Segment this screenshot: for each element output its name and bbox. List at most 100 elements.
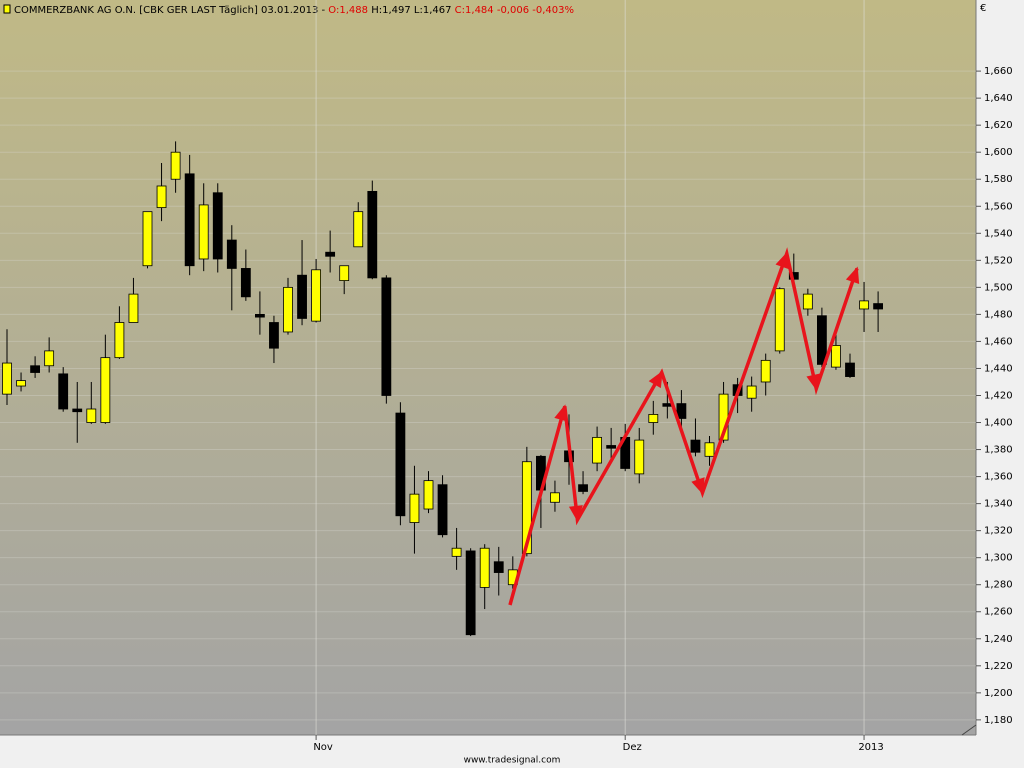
candle-body — [521, 461, 532, 555]
axis-area — [976, 0, 1024, 768]
candle-body — [254, 313, 265, 318]
candle-body — [746, 385, 757, 399]
candle-body — [704, 442, 715, 457]
footer: www.tradesignal.com — [464, 756, 561, 766]
corner-mark — [961, 724, 977, 736]
candle-body — [774, 288, 785, 352]
candle-body — [226, 239, 237, 269]
y-tick-label: 1,360 — [984, 472, 1013, 483]
y-tick-label: 1,500 — [984, 282, 1013, 293]
candle-body — [72, 408, 83, 413]
title-part: L:1,467 — [414, 5, 452, 16]
candle-body — [606, 445, 617, 449]
candle-body — [184, 173, 195, 267]
candle-body — [662, 403, 673, 407]
candle-body — [114, 322, 125, 359]
candle-body — [283, 286, 293, 333]
candle-body — [269, 322, 279, 349]
candle-body — [212, 192, 223, 260]
annotation-line — [508, 247, 859, 606]
arrow-head — [845, 266, 860, 284]
y-tick-label: 1,640 — [984, 93, 1013, 104]
candle-body — [395, 412, 406, 517]
candle-body — [648, 414, 659, 423]
candle-body — [451, 547, 462, 557]
y-tick-label: 1,460 — [984, 336, 1013, 347]
candle-body — [170, 151, 181, 180]
candle-body — [325, 251, 336, 257]
title: COMMERZBANK AG O.N. [CBK GER LAST Täglic… — [3, 4, 574, 16]
candle-body — [2, 362, 12, 395]
candle-body — [297, 274, 307, 319]
y-unit: € — [980, 3, 986, 14]
candle-body — [873, 303, 883, 310]
x-tick-label: Nov — [313, 742, 333, 753]
title-part: H:1,497 — [371, 5, 411, 16]
candle-body — [493, 561, 504, 573]
y-tick-label: 1,580 — [984, 174, 1013, 185]
candle-body — [845, 362, 855, 377]
candle-body — [16, 380, 26, 387]
candle-body — [859, 300, 869, 310]
candle-body — [423, 480, 434, 510]
candle-body — [592, 436, 602, 464]
arrow-head — [554, 404, 568, 422]
candle-body — [409, 493, 420, 523]
candle-body — [479, 547, 490, 588]
title-icon — [3, 4, 11, 14]
candle-body — [760, 359, 771, 383]
y-tick-label: 1,600 — [984, 147, 1013, 158]
arrow-head — [806, 373, 821, 391]
candle-body — [339, 265, 350, 282]
arrow-head — [648, 370, 663, 389]
candle-body — [198, 204, 209, 260]
arrow-head — [691, 477, 705, 495]
candle-body — [690, 439, 701, 453]
y-tick-label: 1,320 — [984, 526, 1013, 537]
candle-body — [831, 345, 841, 368]
arrow-head — [568, 505, 583, 522]
y-tick-label: 1,200 — [984, 688, 1013, 699]
title-text: COMMERZBANK AG O.N. [CBK GER LAST Täglic… — [14, 5, 574, 16]
candle-body — [30, 365, 41, 373]
y-tick-label: 1,620 — [984, 120, 1013, 131]
candle-body — [367, 190, 378, 279]
candle-body — [100, 357, 111, 423]
y-tick-label: 1,260 — [984, 607, 1013, 618]
candle-body — [128, 293, 139, 323]
y-tick-label: 1,660 — [984, 66, 1013, 77]
candle-body — [142, 211, 153, 267]
candle-body — [578, 484, 588, 492]
candle-body — [817, 315, 827, 365]
candle-body — [156, 185, 167, 209]
candle-body — [86, 408, 97, 423]
y-tick-label: 1,540 — [984, 228, 1013, 239]
candle-body — [437, 484, 448, 536]
y-tick-label: 1,420 — [984, 390, 1013, 401]
candle-body — [802, 293, 813, 310]
candle-body — [381, 277, 392, 396]
candle-body — [550, 492, 560, 503]
y-tick-label: 1,480 — [984, 309, 1013, 320]
candle-body — [353, 211, 364, 248]
candle-body — [240, 268, 251, 298]
x-tick-label: 2013 — [858, 742, 883, 753]
arrow-head — [775, 251, 789, 270]
y-tick-label: 1,520 — [984, 255, 1013, 266]
x-axis-area — [0, 735, 976, 768]
y-tick-label: 1,280 — [984, 580, 1013, 591]
title-part: COMMERZBANK AG O.N. [CBK GER LAST Täglic… — [14, 5, 325, 16]
y-tick-label: 1,240 — [984, 634, 1013, 645]
y-tick-label: 1,300 — [984, 553, 1013, 564]
y-tick-label: 1,340 — [984, 499, 1013, 510]
candle-body — [634, 439, 645, 475]
y-tick-label: 1,180 — [984, 715, 1013, 726]
y-tick-label: 1,380 — [984, 445, 1013, 456]
candle-body — [676, 403, 687, 419]
candle-body — [465, 550, 476, 636]
title-part: C:1,484 -0,006 -0,403% — [455, 5, 574, 16]
x-tick-label: Dez — [623, 742, 642, 753]
y-tick-label: 1,220 — [984, 661, 1013, 672]
